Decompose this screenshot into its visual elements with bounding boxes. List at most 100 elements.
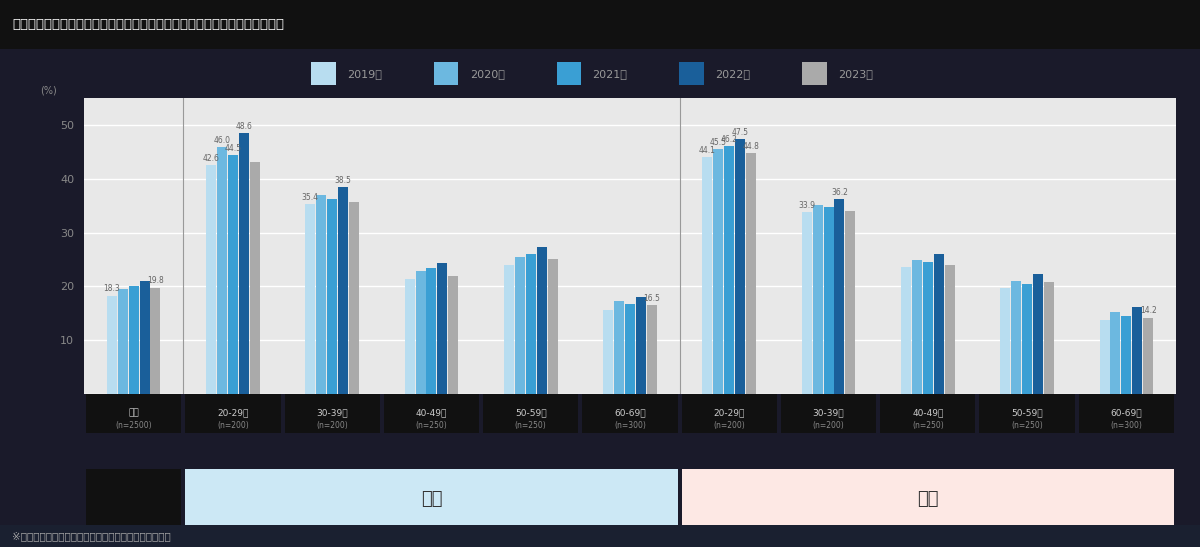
Bar <box>901 266 911 394</box>
Bar <box>449 276 458 394</box>
Bar <box>1044 282 1054 394</box>
Text: 30-39歳: 30-39歳 <box>317 409 348 417</box>
Bar <box>604 310 613 394</box>
Text: (n=300): (n=300) <box>614 421 646 430</box>
Bar <box>515 257 524 394</box>
Bar <box>682 468 1174 533</box>
Bar <box>128 286 139 394</box>
Text: 44.5: 44.5 <box>224 144 241 153</box>
Text: (n=200): (n=200) <box>812 421 845 430</box>
Text: 男性: 男性 <box>421 490 443 508</box>
Bar <box>426 267 437 394</box>
Bar <box>713 149 724 394</box>
Bar <box>802 212 811 394</box>
Bar <box>1033 274 1043 394</box>
Text: 2020年: 2020年 <box>469 69 504 79</box>
Text: 全体: 全体 <box>128 409 139 417</box>
Bar <box>647 305 656 394</box>
Text: 50-59歳: 50-59歳 <box>1012 409 1043 417</box>
Text: 46.2: 46.2 <box>721 135 738 143</box>
Text: 45.5: 45.5 <box>710 138 727 147</box>
Bar <box>150 288 161 394</box>
Bar <box>328 200 337 394</box>
Bar <box>547 259 558 394</box>
Text: (n=250): (n=250) <box>1012 421 1043 430</box>
Bar <box>484 394 578 433</box>
Text: 14.2: 14.2 <box>1140 306 1157 316</box>
Text: 42.6: 42.6 <box>203 154 220 163</box>
Bar <box>1099 320 1110 394</box>
Text: 44.1: 44.1 <box>698 146 716 155</box>
Text: ※サンプル数が少ない属性は参考値としてご覧ください: ※サンプル数が少ない属性は参考値としてご覧ください <box>12 531 170 541</box>
Bar <box>1133 307 1142 394</box>
Text: 60-69歳: 60-69歳 <box>614 409 646 417</box>
Text: 2021年: 2021年 <box>593 69 628 79</box>
Bar <box>349 202 359 394</box>
Bar <box>880 394 976 433</box>
Bar <box>979 394 1075 433</box>
Text: (n=250): (n=250) <box>912 421 943 430</box>
Text: 2023年: 2023年 <box>838 69 872 79</box>
Text: 35.4: 35.4 <box>302 193 319 202</box>
Text: 48.6: 48.6 <box>235 121 252 131</box>
Bar <box>434 62 458 85</box>
Bar <box>239 133 248 394</box>
Text: (n=200): (n=200) <box>713 421 745 430</box>
Bar <box>823 207 834 394</box>
Text: (n=250): (n=250) <box>415 421 448 430</box>
Text: (n=250): (n=250) <box>515 421 547 430</box>
Text: (n=2500): (n=2500) <box>115 421 152 430</box>
Text: 47.5: 47.5 <box>732 127 749 137</box>
Text: 46.0: 46.0 <box>214 136 230 144</box>
Bar <box>217 147 227 394</box>
Bar <box>185 468 678 533</box>
Bar <box>614 301 624 394</box>
Bar <box>86 394 181 433</box>
Text: 料理に関する意識・態度　「インスタントや冷食で料理の手間を省く」割合: 料理に関する意識・態度 「インスタントや冷食で料理の手間を省く」割合 <box>12 18 284 31</box>
Bar <box>625 304 635 394</box>
Text: 33.9: 33.9 <box>798 201 815 210</box>
Bar <box>582 394 678 433</box>
Bar <box>736 139 745 394</box>
Bar <box>1012 281 1021 394</box>
Bar <box>384 394 479 433</box>
Bar <box>781 394 876 433</box>
Text: 44.8: 44.8 <box>743 142 760 151</box>
Bar <box>1144 318 1153 394</box>
Text: 50-59歳: 50-59歳 <box>515 409 546 417</box>
Bar <box>746 153 756 394</box>
Bar <box>311 62 336 85</box>
Bar <box>284 394 380 433</box>
Bar <box>504 265 514 394</box>
Text: (%): (%) <box>41 85 58 96</box>
Text: 40-49歳: 40-49歳 <box>912 409 943 417</box>
Bar <box>107 295 116 394</box>
Text: 38.5: 38.5 <box>335 176 352 185</box>
Bar <box>536 247 547 394</box>
Bar <box>682 394 776 433</box>
Text: 40-49歳: 40-49歳 <box>415 409 448 417</box>
Bar <box>86 468 181 533</box>
Text: 女性: 女性 <box>917 490 938 508</box>
Text: 60-69歳: 60-69歳 <box>1110 409 1142 417</box>
Bar <box>912 260 922 394</box>
Text: (n=200): (n=200) <box>317 421 348 430</box>
Bar <box>802 62 827 85</box>
Bar <box>557 62 581 85</box>
Text: 2019年: 2019年 <box>347 69 382 79</box>
Bar <box>228 155 238 394</box>
Bar <box>845 211 856 394</box>
Bar <box>834 200 845 394</box>
Text: (n=200): (n=200) <box>217 421 248 430</box>
Bar <box>404 280 415 394</box>
Bar <box>250 162 259 394</box>
Bar <box>185 394 281 433</box>
Bar <box>206 165 216 394</box>
Text: 20-29歳: 20-29歳 <box>217 409 248 417</box>
Bar <box>944 265 955 394</box>
Bar <box>118 289 127 394</box>
Text: 19.8: 19.8 <box>148 276 164 286</box>
Text: 18.3: 18.3 <box>103 284 120 293</box>
Bar <box>702 157 713 394</box>
Text: 20-29歳: 20-29歳 <box>714 409 745 417</box>
